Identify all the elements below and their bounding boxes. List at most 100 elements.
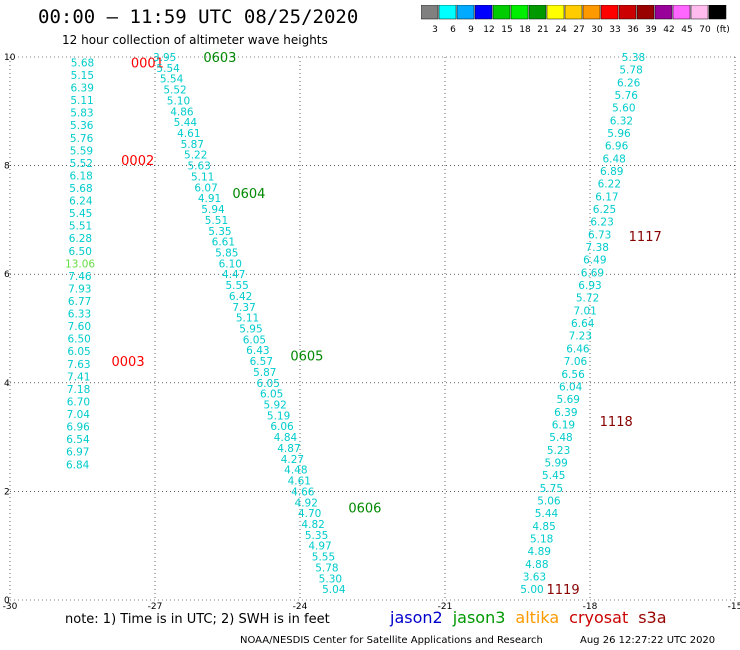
wave-height-point: 5.06 [537,495,561,507]
wave-height-point: 6.77 [68,296,91,308]
x-tick-label: -21 [438,602,453,610]
wave-height-point: 5.55 [312,552,335,564]
colorbar-label: 36 [627,25,639,35]
colorbar-swatch [654,5,673,20]
wave-height-point: 5.48 [549,432,572,444]
wave-height-point: 5.51 [69,221,92,233]
wave-height-point: 4.85 [532,521,555,533]
wave-height-point: 4.61 [288,476,311,488]
wave-height-point: 6.97 [66,447,89,459]
wave-height-point: 7.60 [68,321,91,333]
wave-height-point: 5.44 [535,508,559,520]
wave-height-point: 6.96 [66,422,90,434]
wave-height-point: 5.94 [201,204,225,216]
colorbar-swatch [546,5,565,20]
time-label: 0001 [131,56,164,71]
time-label: 0002 [121,154,154,169]
wave-height-point: 6.26 [617,77,641,89]
wave-height-point: 5.19 [267,410,290,422]
wave-height-point: 5.55 [225,280,248,292]
wave-height-point: 13.06 [65,258,95,270]
wave-height-point: 6.25 [593,204,616,216]
wave-height-point: 7.46 [68,271,92,283]
time-label: 0605 [290,350,323,365]
wave-height-point: 4.61 [177,128,200,140]
colorbar-swatch [690,5,709,20]
wave-height-point: 5.35 [305,530,328,542]
colorbar-label: 21 [537,25,548,35]
wave-height-point: 7.23 [569,331,592,343]
wave-height-point: 3.63 [523,571,546,583]
wave-height-point: 6.73 [588,229,611,241]
chart-subtitle: 12 hour collection of altimeter wave hei… [62,33,328,47]
wave-height-point: 5.15 [71,70,94,82]
wave-height-point: 4.97 [308,541,331,553]
x-tick-label: -18 [583,602,598,610]
wave-height-point: 5.87 [253,367,276,379]
wave-height-point: 6.39 [71,83,94,95]
wave-height-point: 7.38 [586,242,609,254]
wave-height-point: 5.52 [70,158,93,170]
wave-height-point: 7.18 [67,384,90,396]
colorbar-swatch [528,5,547,20]
wave-height-point: 5.35 [208,226,231,238]
wave-height-point: 3.95 [153,52,176,64]
colorbar-label: 33 [609,25,620,35]
wave-height-point: 6.24 [69,196,93,208]
colorbar-swatch [474,5,493,20]
y-tick-label: 6 [4,270,10,280]
colorbar-swatch [600,5,619,20]
wave-height-point: 6.39 [554,407,577,419]
wave-height-point: 6.50 [69,246,92,258]
colorbar-label: 39 [645,25,657,35]
wave-height-point: 6.69 [581,267,604,279]
wave-height-point: 5.68 [69,183,92,195]
wave-height-point: 6.50 [67,334,90,346]
colorbar-label: 9 [468,25,474,35]
colorbar-label: (ft) [716,25,730,35]
wave-height-point: 4.47 [222,269,245,281]
wave-height-point: 5.92 [263,400,286,412]
y-tick-label: 8 [4,162,10,172]
wave-height-point: 5.36 [70,120,94,132]
wave-height-point: 5.83 [70,108,93,120]
wave-height-point: 6.93 [578,280,601,292]
wave-height-point: 5.00 [520,584,543,596]
colorbar-swatch [618,5,637,20]
colorbar-swatch [438,5,457,20]
wave-height-point: 5.99 [544,457,567,469]
wave-height-point: 6.57 [250,356,273,368]
wave-height-point: 4.27 [281,454,304,466]
wave-height-point: 6.70 [67,396,90,408]
colorbar-swatch [456,5,475,20]
wave-height-point: 5.76 [615,90,639,102]
time-label: 1118 [600,415,633,430]
satellite-legend-item: jason2 [390,608,443,627]
colorbar-label: 3 [432,25,438,35]
satellite-legend: jason2 jason3 altika cryosat s3a [390,608,677,627]
wave-height-point: 6.06 [270,421,294,433]
wave-height-point: 5.69 [557,394,580,406]
wave-height-point: 5.51 [205,215,228,227]
wave-height-point: 5.96 [607,128,631,140]
wave-height-point: 5.23 [547,445,570,457]
wave-height-point: 6.07 [194,182,217,194]
wave-height-point: 6.23 [590,217,613,229]
chart-title: 00:00 – 11:59 UTC 08/25/2020 [38,6,359,28]
wave-height-point: 6.43 [246,345,269,357]
wave-height-point: 6.46 [566,343,590,355]
y-tick-label: 4 [4,379,10,389]
x-tick-label: -30 [3,602,18,610]
time-label: 0003 [112,355,145,370]
wave-height-point: 5.85 [215,247,238,259]
wave-height-point: 7.63 [67,359,90,371]
wave-height-point: 5.11 [236,313,259,325]
colorbar-label: 24 [555,25,567,35]
colorbar-label: 15 [501,25,512,35]
wave-height-point: 7.06 [564,356,588,368]
wave-height-point: 5.54 [160,74,184,86]
colorbar-label: 12 [483,25,494,35]
colorbar-label: 70 [699,25,711,35]
units-note: note: 1) Time is in UTC; 2) SWH is in fe… [65,612,330,627]
